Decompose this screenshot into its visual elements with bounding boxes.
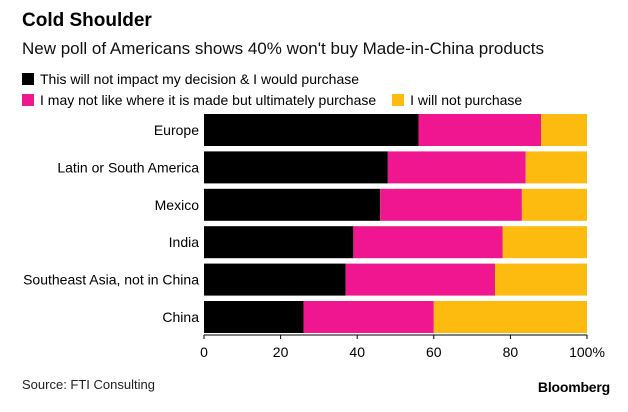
- legend-row-1: This will not impact my decision & I wou…: [22, 71, 359, 87]
- bar-segment-series-3: [525, 151, 587, 184]
- legend-row-2: I may not like where it is made but ulti…: [22, 92, 522, 108]
- legend-item-series-2: I may not like where it is made but ulti…: [22, 92, 376, 108]
- legend-swatch-series-1: [22, 73, 34, 85]
- x-axis-tick-label: 60: [426, 344, 442, 360]
- legend-item-series-3: I will not purchase: [392, 92, 522, 108]
- bar-segment-series-1: [204, 301, 304, 333]
- bar-segment-series-1: [204, 263, 346, 296]
- bar-segment-series-3: [495, 263, 587, 296]
- legend-label-series-1: This will not impact my decision & I wou…: [40, 71, 360, 87]
- bar-segment-series-2: [418, 114, 542, 146]
- category-label: India: [169, 234, 200, 250]
- legend-label-series-3: I will not purchase: [410, 92, 523, 108]
- bar-segment-series-2: [345, 263, 496, 296]
- category-label: Mexico: [155, 197, 200, 213]
- source-note: Source: FTI Consulting: [22, 377, 155, 392]
- legend-label-series-2: I may not like where it is made but ulti…: [40, 92, 377, 108]
- x-axis-tick-label: 0: [200, 344, 208, 360]
- bar-segment-series-3: [521, 188, 587, 221]
- x-axis-tick-label: 100%: [569, 344, 605, 360]
- bloomberg-logo: Bloomberg: [537, 379, 610, 395]
- x-axis-tick-label: 20: [273, 344, 289, 360]
- bar-segment-series-3: [502, 226, 587, 259]
- stacked-bar-chart: Europe Latin or South America Mexico India S…: [23, 114, 605, 360]
- category-label: Europe: [154, 122, 199, 138]
- chart-title: Cold Shoulder: [22, 10, 152, 31]
- chart-subtitle: New poll of Americans shows 40% won't bu…: [22, 39, 544, 58]
- bar-segment-series-2: [380, 188, 522, 221]
- category-label: China: [162, 309, 199, 325]
- legend-swatch-series-2: [22, 94, 34, 106]
- x-axis-tick-label: 80: [503, 344, 519, 360]
- bar-segment-series-3: [541, 114, 587, 146]
- bar-segment-series-2: [303, 301, 434, 333]
- x-axis-tick-label: 40: [349, 344, 365, 360]
- category-label: Southeast Asia, not in China: [23, 272, 199, 288]
- bar-segment-series-2: [387, 151, 526, 184]
- legend-swatch-series-3: [392, 94, 405, 106]
- legend-item-series-1: This will not impact my decision & I wou…: [22, 71, 359, 87]
- bar-segment-series-1: [204, 226, 354, 259]
- category-label: Latin or South America: [57, 159, 199, 175]
- bar-segment-series-3: [433, 301, 587, 333]
- bar-segment-series-1: [204, 114, 419, 146]
- bar-segment-series-1: [204, 151, 388, 184]
- bar-segment-series-2: [353, 226, 503, 259]
- bar-segment-series-1: [204, 188, 381, 221]
